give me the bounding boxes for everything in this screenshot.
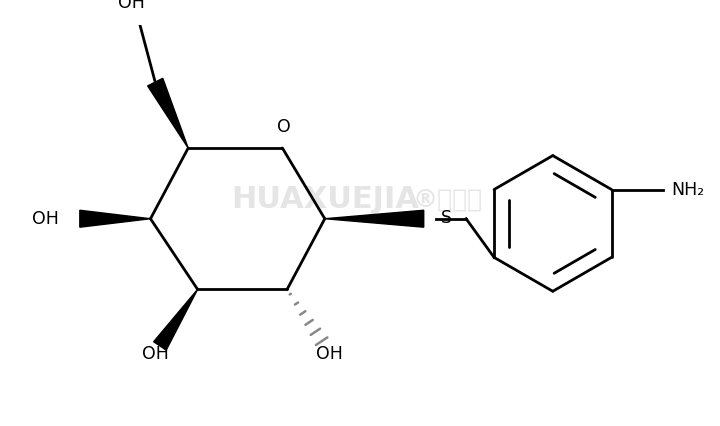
Polygon shape [148,78,188,148]
Text: ®化学加: ®化学加 [413,188,482,212]
Text: OH: OH [32,210,59,228]
Text: O: O [277,118,291,136]
Polygon shape [153,289,197,350]
Text: OH: OH [142,345,168,363]
Polygon shape [325,210,423,227]
Text: OH: OH [316,345,343,363]
Polygon shape [80,210,150,227]
Text: OH: OH [118,0,145,12]
Text: S: S [441,209,452,227]
Text: NH₂: NH₂ [671,181,704,199]
Text: HUAXUEJIA: HUAXUEJIA [231,185,419,214]
